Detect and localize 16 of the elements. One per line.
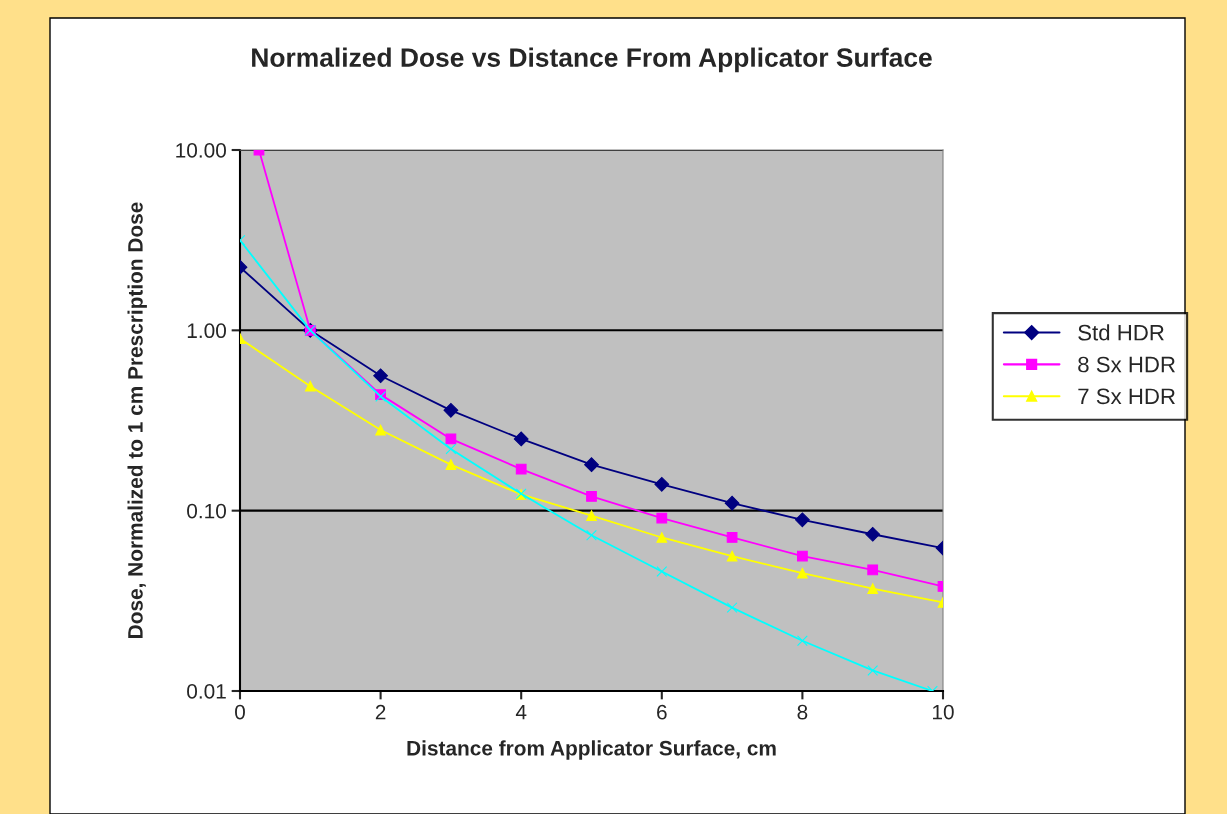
y-tick-label: 10.00: [176, 143, 226, 158]
x-tick-label: 0: [235, 704, 245, 720]
legend-label: 8 Sx HDR: [1078, 356, 1175, 373]
y-axis-title: Dose, Normalized to 1 cm Prescription Dose: [127, 202, 147, 638]
x-tick-label: 2: [375, 704, 386, 720]
chart-title: Normalized Dose vs Distance From Applicator Surface: [252, 47, 932, 73]
y-tick-label: 1.00: [187, 323, 226, 339]
y-tick-label: 0.01: [187, 684, 226, 699]
x-axis-title: Distance from Applicator Surface, cm: [407, 740, 776, 760]
x-tick-label: 4: [515, 704, 527, 720]
y-tick-label: 0.10: [187, 503, 226, 519]
legend-label: 7 Sx HDR: [1078, 388, 1175, 405]
x-tick-label: 6: [657, 704, 667, 720]
x-tick-label: 10: [933, 704, 954, 720]
legend-label: Std HDR: [1078, 324, 1164, 341]
x-tick-label: 8: [797, 704, 808, 720]
